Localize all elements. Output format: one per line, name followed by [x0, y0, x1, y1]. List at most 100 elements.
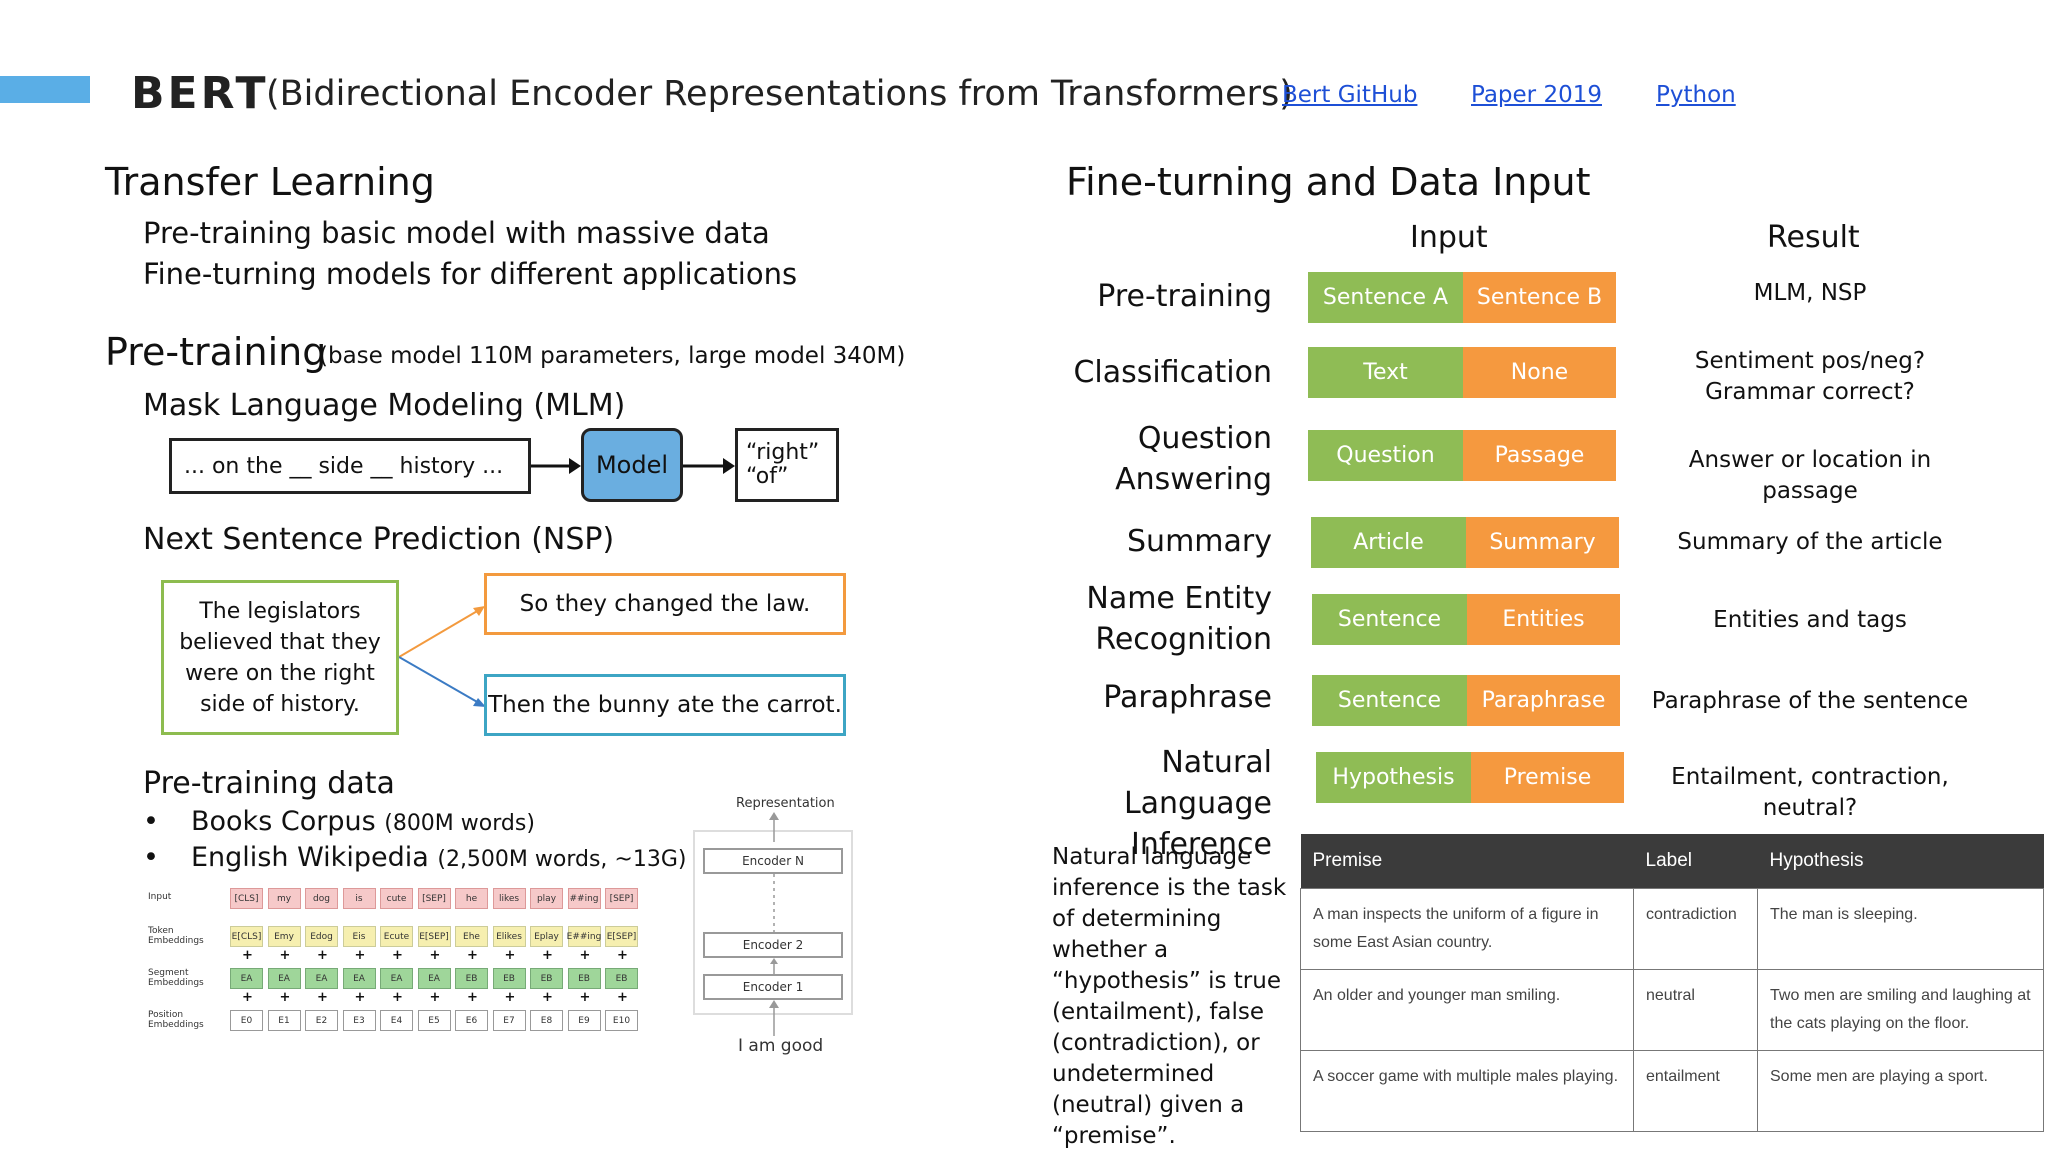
pretraining-note: (base model 110M parameters, large model…: [319, 343, 906, 369]
input-segment-a: Question: [1308, 430, 1463, 481]
nsp-option-1-text: So they changed the law.: [519, 591, 811, 617]
emb-label-position: Position Embeddings: [148, 1010, 204, 1030]
segment-embedding: EA: [342, 968, 376, 989]
mlm-output-of: “of”: [746, 464, 789, 489]
data-item-wikipedia-name: English Wikipedia: [191, 842, 429, 873]
result-text: Paraphrase of the sentence: [1651, 688, 1969, 714]
token-embedding: E[SEP]: [605, 926, 638, 947]
segment-embedding: EB: [530, 968, 563, 989]
task-label: Natural Language Inference: [1123, 745, 1272, 862]
data-item-wikipedia: • English Wikipedia (2,500M words, ~13G): [143, 842, 686, 873]
task-label: Name Entity Recognition: [1086, 581, 1272, 657]
plus-sign: +: [429, 948, 441, 963]
accent-bar: [0, 76, 90, 103]
transfer-line-1: Pre-training basic model with massive da…: [143, 216, 770, 250]
encoder-2-box: Encoder 2: [703, 932, 843, 958]
token-embedding: Edog: [305, 926, 338, 947]
mlm-arrow-1: [531, 458, 581, 474]
encoder-dots: [773, 874, 775, 932]
col-input-header: Input: [1410, 220, 1488, 255]
col-result-header: Result: [1767, 220, 1860, 255]
token-embedding: Ehe: [455, 926, 488, 947]
plus-sign: +: [317, 948, 328, 963]
result-text: MLM, NSP: [1753, 280, 1867, 306]
plus-sign: +: [279, 990, 291, 1005]
input-segment-a: Article: [1311, 517, 1466, 568]
plus-sign: +: [542, 990, 553, 1005]
encoder-input-arrow: [769, 1000, 779, 1036]
position-embedding: E10: [605, 1010, 638, 1031]
mlm-arrow-2: [683, 458, 735, 474]
input-token: [SEP]: [605, 888, 638, 909]
nsp-option-1-box: So they changed the law.: [484, 573, 846, 635]
position-embedding: E7: [492, 1010, 526, 1031]
data-item-wikipedia-detail: (2,500M words, ~13G): [437, 847, 687, 872]
input-segment-b: None: [1463, 347, 1616, 398]
pretraining-heading: Pre-training: [105, 330, 327, 374]
segment-embedding: EB: [567, 968, 601, 989]
result-text: Entities and tags: [1713, 607, 1907, 633]
nli-cell-label: entailment: [1633, 1049, 1758, 1132]
token-embedding: E[CLS]: [230, 926, 263, 947]
plus-sign: +: [242, 948, 253, 963]
plus-sign: +: [504, 948, 516, 963]
plus-sign: +: [354, 948, 366, 963]
input-token: [SEP]: [417, 888, 451, 909]
task-label: Summary: [1127, 524, 1272, 559]
input-token: he: [455, 888, 488, 909]
encoder-frame: [693, 830, 853, 1015]
token-embedding: E[SEP]: [417, 926, 451, 947]
model-label: Model: [595, 451, 669, 479]
task-label: Pre-training: [1097, 279, 1272, 314]
task-label: Question Answering: [1115, 421, 1272, 497]
plus-sign: +: [467, 948, 478, 963]
transfer-learning-heading: Transfer Learning: [105, 160, 435, 204]
emb-label-input: Input: [148, 892, 172, 902]
nli-header-premise: Premise: [1300, 834, 1634, 888]
plus-sign: +: [392, 990, 403, 1005]
bert-input-embeddings-figure: Input Token Embeddings Segment Embedding…: [148, 884, 668, 1040]
nsp-option-2-box: Then the bunny ate the carrot.: [484, 674, 846, 736]
nli-cell-label: contradiction: [1633, 887, 1758, 970]
nsp-premise-text: The legislators believed that they were …: [179, 598, 381, 717]
bullet: •: [143, 806, 159, 837]
input-segment-a: Hypothesis: [1316, 752, 1471, 803]
bert-github-link[interactable]: Bert GitHub: [1282, 82, 1418, 108]
plus-sign: +: [317, 990, 328, 1005]
encoder-1-label: Encoder 1: [742, 980, 804, 994]
segment-embedding: EA: [417, 968, 451, 989]
nli-cell-premise: A man inspects the uniform of a figure i…: [1300, 887, 1634, 970]
plus-sign: +: [579, 990, 591, 1005]
finetune-heading: Fine-turning and Data Input: [1066, 160, 1591, 204]
result-text: Entailment, contraction, neutral?: [1671, 764, 1949, 821]
input-token: my: [267, 888, 301, 909]
input-token: likes: [492, 888, 526, 909]
plus-sign: +: [504, 990, 516, 1005]
plus-sign: +: [467, 990, 478, 1005]
input-segment-b: Entities: [1467, 594, 1620, 645]
task-label: Classification: [1073, 355, 1272, 390]
input-token: cute: [380, 888, 413, 909]
token-embedding: E##ing: [567, 926, 601, 947]
table-row: An older and younger man smiling. neutra…: [1300, 968, 2044, 1051]
input-segment-a: Sentence A: [1308, 272, 1463, 323]
plus-sign: +: [617, 948, 628, 963]
encoder-2-label: Encoder 2: [742, 938, 804, 952]
paper-2019-link[interactable]: Paper 2019: [1471, 82, 1602, 108]
position-embedding: E5: [417, 1010, 451, 1031]
input-segment-b: Paraphrase: [1467, 675, 1620, 726]
plus-sign: +: [429, 990, 441, 1005]
token-embedding: Elikes: [492, 926, 526, 947]
python-link[interactable]: Python: [1656, 82, 1736, 108]
segment-embedding: EB: [492, 968, 526, 989]
nli-description: Natural language inference is the task o…: [1052, 844, 1287, 1149]
data-item-books: • Books Corpus (800M words): [143, 806, 535, 837]
table-row: A man inspects the uniform of a figure i…: [1300, 887, 2044, 970]
emb-label-token: Token Embeddings: [148, 926, 204, 946]
input-segment-a: Sentence: [1312, 675, 1467, 726]
encoder-up-arrow: [769, 812, 779, 842]
mlm-output-box: “right” “of”: [735, 428, 839, 502]
input-segment-a: Sentence: [1312, 594, 1467, 645]
plus-sign: +: [579, 948, 591, 963]
mlm-output-right: “right”: [746, 440, 820, 465]
